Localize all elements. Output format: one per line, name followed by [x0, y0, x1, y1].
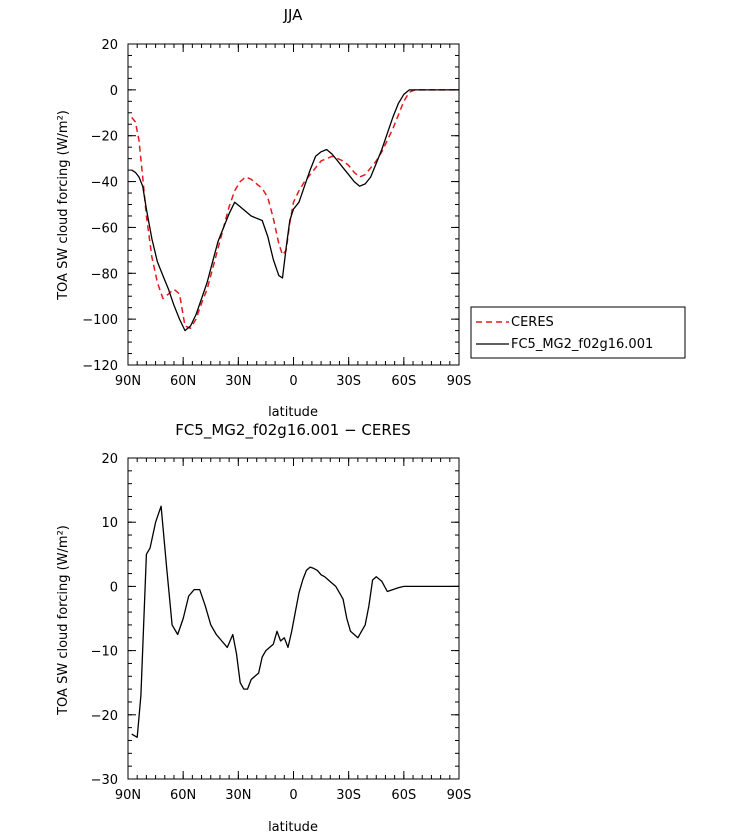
y-tick-label: −120	[82, 359, 118, 374]
x-tick-label: 30S	[336, 788, 361, 803]
y-tick-label: −20	[91, 709, 118, 724]
x-tick-label: 30N	[225, 788, 251, 803]
y-tick-label: −30	[91, 773, 118, 788]
y-tick-label: 10	[101, 516, 118, 531]
y-tick-label: 0	[110, 84, 118, 99]
x-tick-label: 0	[289, 788, 297, 803]
y-tick-label: −80	[91, 267, 118, 282]
x-tick-label: 90N	[115, 374, 141, 389]
bottom-chart-x-axis-label: latitude	[268, 820, 318, 835]
x-tick-label: 90N	[115, 788, 141, 803]
top-chart-plot-area: 90N 60N 30N 0 30S 60S 90S 20 0 −20 −40 −60 −80 −100 −1…	[82, 38, 471, 389]
x-tick-label: 30N	[225, 374, 251, 389]
y-tick-label: −60	[91, 221, 118, 236]
bottom-chart-panel: FC5_MG2_f02g16.001 − CERES 90N 60N 30N 0 30S…	[56, 421, 471, 835]
top-chart-x-axis-label: latitude	[268, 405, 318, 420]
x-tick-label: 90S	[447, 788, 472, 803]
y-tick-label: −10	[91, 645, 118, 660]
legend-label-ceres: CERES	[511, 315, 554, 330]
series-line-fc5-mg2-f02g16-001	[131, 89, 459, 332]
x-tick-label: 60S	[391, 788, 416, 803]
x-tick-label: 30S	[336, 374, 361, 389]
y-tick-label: 20	[101, 452, 118, 467]
y-tick-label: −20	[91, 130, 118, 145]
top-chart-panel: JJA 90N 60N 30N 0 30S 60S 90S 20 0 −20 −40 −60 −80 −1…	[56, 6, 686, 420]
x-tick-label: 60N	[170, 788, 196, 803]
bottom-chart-plot-area: 90N 60N 30N 0 30S 60S 90S 20 10 0 −10 −20 −30	[91, 452, 472, 803]
y-tick-label: 20	[101, 38, 118, 53]
top-chart-title: JJA	[283, 6, 304, 24]
y-tick-label: −40	[91, 176, 118, 191]
bottom-chart-title: FC5_MG2_f02g16.001 − CERES	[175, 421, 411, 440]
x-tick-label: 60N	[170, 374, 196, 389]
bottom-chart-y-axis-label: TOA SW cloud forcing (W/m²)	[56, 525, 71, 716]
series-line-ceres	[131, 89, 459, 330]
y-tick-label: 0	[110, 580, 118, 595]
legend-label-model: FC5_MG2_f02g16.001	[511, 337, 653, 352]
legend: CERES FC5_MG2_f02g16.001	[470, 306, 686, 359]
x-tick-label: 60S	[391, 374, 416, 389]
x-tick-label: 0	[289, 374, 297, 389]
x-tick-label: 90S	[447, 374, 472, 389]
y-tick-label: −100	[82, 313, 118, 328]
series-line-difference	[131, 505, 459, 738]
legend-box	[470, 306, 686, 359]
top-chart-y-axis-label: TOA SW cloud forcing (W/m²)	[56, 110, 71, 301]
